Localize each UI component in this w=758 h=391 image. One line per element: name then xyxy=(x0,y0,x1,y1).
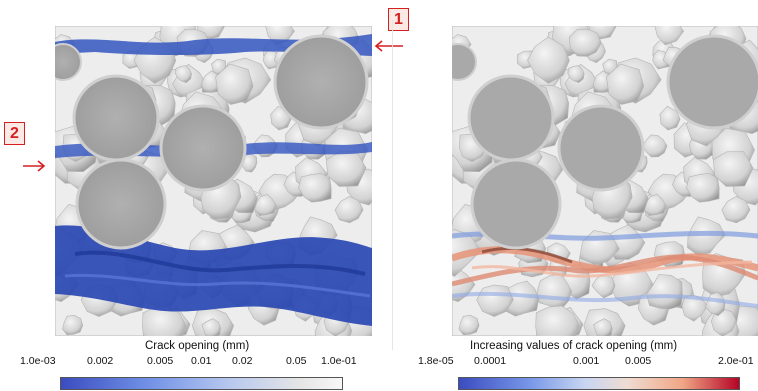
colorbar-tick-label: 1.0e-01 xyxy=(321,355,357,367)
crack-ribbon xyxy=(452,254,758,287)
aggregate-particle xyxy=(334,196,364,224)
aggregate-particle xyxy=(721,196,751,224)
aggregate-particle xyxy=(174,65,192,83)
colorbar-tick-label: 0.0001 xyxy=(474,355,507,367)
colorbar-tick-label: 2.0e-01 xyxy=(718,355,754,367)
aggregate-particle xyxy=(567,65,585,83)
aggregate-particle xyxy=(591,274,616,299)
aggregate-particle xyxy=(712,151,754,187)
aggregate-particle xyxy=(568,29,602,57)
aggregate-particle xyxy=(215,63,254,105)
aggregate-particle xyxy=(527,36,570,84)
crack-band-bottom xyxy=(55,225,372,326)
aggregate-particle xyxy=(62,314,84,336)
aggregate-particle xyxy=(201,318,222,336)
panel-divider xyxy=(392,20,393,350)
aggregate-particle xyxy=(654,26,685,46)
aggregate-particle xyxy=(535,305,580,336)
marker-label: 1 xyxy=(388,8,409,31)
arrow-left-icon xyxy=(374,40,403,52)
colorbar-tick-label: 0.05 xyxy=(286,355,307,367)
colorbar-tick-label: 0.002 xyxy=(87,355,114,367)
colorbar-tick-label: 0.01 xyxy=(191,355,212,367)
aggregate-particle xyxy=(605,63,645,105)
arrow-right-icon xyxy=(23,160,46,172)
aggregate-particle xyxy=(659,105,681,131)
colorbar-title: Crack opening (mm) xyxy=(145,340,250,352)
right-panel: Increasing values of crack opening (mm) … xyxy=(400,0,758,391)
aggregate-particle xyxy=(593,318,613,336)
aggregate-particle xyxy=(646,274,683,310)
colorbar-tick-label: 0.001 xyxy=(573,355,600,367)
colorbar-tick-label: 0.005 xyxy=(147,355,174,367)
aggregate-particle xyxy=(298,173,332,203)
inclusion-sections xyxy=(452,34,758,250)
crack-opening-render xyxy=(55,26,372,336)
aggregate-particle xyxy=(686,173,720,203)
colorbar-tick-label: 0.02 xyxy=(232,355,253,367)
aggregate-particle xyxy=(254,193,277,217)
colorbar-title: Increasing values of crack opening (mm) xyxy=(470,340,678,352)
colorbar-tick-label: 1.8e-05 xyxy=(418,355,454,367)
colorbar-tick-label: 0.005 xyxy=(625,355,652,367)
inclusion-sections xyxy=(55,34,369,250)
aggregate-particle xyxy=(458,314,480,336)
left-panel: Crack opening (mm) 1.0e-03 0.002 0.005 0… xyxy=(4,8,409,390)
marker-label: 2 xyxy=(4,122,25,145)
increasing-crack-opening-render xyxy=(452,26,758,336)
colorbar-tick-label: 1.0e-03 xyxy=(20,355,56,367)
colorbar-right xyxy=(458,377,740,390)
colorbar-left xyxy=(60,377,343,390)
